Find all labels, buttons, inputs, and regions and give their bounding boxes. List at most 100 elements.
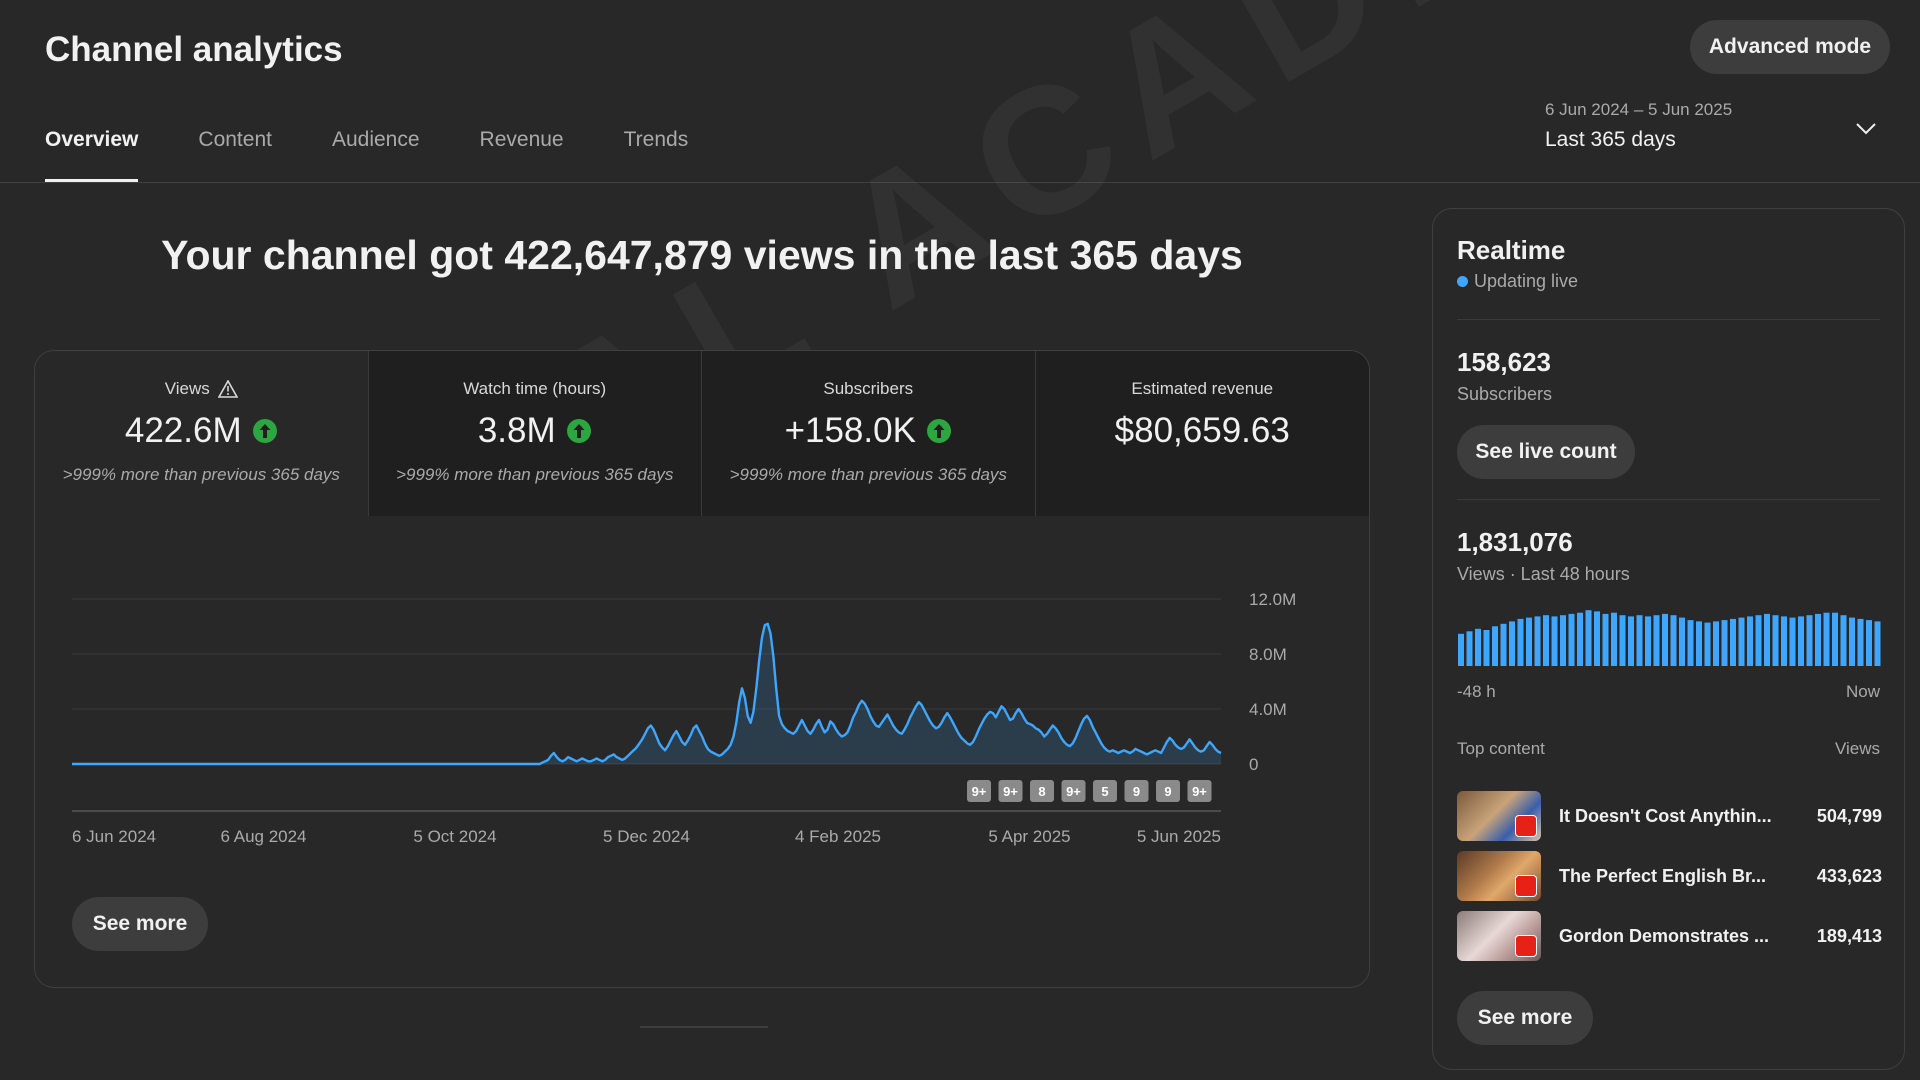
publish-marker-label: 5: [1101, 784, 1108, 799]
y-tick-label: 0: [1249, 755, 1258, 774]
metric-watch-time-value: 3.8M: [477, 411, 556, 450]
realtime-bar: [1619, 615, 1626, 666]
top-content-views: 433,623: [1816, 865, 1882, 886]
x-tick-label: 5 Oct 2024: [413, 827, 496, 846]
metric-watch-time-note: >999% more than previous 365 days: [396, 465, 674, 484]
top-content-item[interactable]: Gordon Demonstrates ... 189,413: [1457, 911, 1882, 961]
realtime-bar: [1798, 616, 1804, 666]
realtime-bar: [1526, 617, 1532, 666]
metric-watch-time[interactable]: Watch time (hours) 3.8M >999% more than …: [368, 351, 702, 516]
publish-marker-label: 9: [1133, 784, 1140, 799]
publish-marker-label: 9+: [1066, 784, 1081, 799]
warning-icon: [217, 380, 238, 398]
y-tick-label: 8.0M: [1249, 645, 1287, 664]
metric-views-note: >999% more than previous 365 days: [62, 465, 340, 484]
realtime-bar: [1781, 616, 1787, 666]
x-tick-label: 4 Feb 2025: [795, 827, 881, 846]
shorts-badge-icon: [1515, 815, 1537, 837]
video-thumbnail: [1457, 791, 1541, 841]
metric-subscribers[interactable]: Subscribers +158.0K >999% more than prev…: [702, 351, 1036, 516]
tab-trends[interactable]: Trends: [623, 128, 689, 151]
publish-marker: [967, 780, 991, 802]
date-range-picker[interactable]: 6 Jun 2024 – 5 Jun 2025 Last 365 days: [1545, 100, 1885, 160]
realtime-subscribers-label: Subscribers: [1457, 384, 1553, 404]
arrow-up-icon: [926, 419, 951, 443]
realtime-bar: [1568, 613, 1575, 666]
realtime-bar: [1585, 610, 1592, 666]
realtime-bar: [1874, 621, 1881, 666]
realtime-bar: [1789, 617, 1796, 666]
overview-card: Views 422.6M >999% more than previous 36…: [34, 350, 1370, 988]
metric-value-row: $80,659.63: [1036, 411, 1370, 451]
realtime-bar-chart[interactable]: [1457, 604, 1882, 666]
realtime-bar: [1551, 616, 1558, 666]
live-indicator: Updating live: [1457, 271, 1578, 292]
publish-marker-label: 9+: [1192, 784, 1207, 799]
top-content-views-label: Views: [1834, 739, 1880, 758]
realtime-bar: [1628, 616, 1634, 666]
see-live-count-button[interactable]: See live count: [1457, 425, 1635, 479]
realtime-bar: [1517, 618, 1524, 666]
advanced-mode-button[interactable]: Advanced mode: [1690, 20, 1890, 74]
realtime-subscribers-value: 158,623: [1457, 347, 1551, 377]
metric-revenue-value: $80,659.63: [1114, 411, 1290, 450]
views-area: [72, 623, 1221, 764]
publish-marker-label: 9+: [972, 784, 987, 799]
metric-tabs: Views 422.6M >999% more than previous 36…: [35, 351, 1369, 516]
metric-value-row: 3.8M: [369, 411, 702, 451]
top-content-title: The Perfect English Br...: [1559, 865, 1767, 886]
tab-revenue[interactable]: Revenue: [479, 128, 564, 151]
metric-watch-time-label: Watch time (hours): [463, 379, 607, 398]
tab-overview[interactable]: Overview: [45, 128, 139, 182]
realtime-bar: [1500, 623, 1507, 666]
realtime-bar: [1696, 621, 1702, 666]
shorts-badge-icon: [1515, 935, 1537, 957]
publish-marker-label: 9: [1164, 784, 1171, 799]
see-more-button[interactable]: See more: [72, 897, 208, 951]
realtime-bar: [1653, 615, 1660, 666]
realtime-bar: [1534, 616, 1541, 666]
arrow-up-icon: [252, 419, 277, 443]
x-tick-label: 6 Jun 2024: [72, 827, 156, 846]
realtime-bar: [1679, 617, 1685, 666]
metric-label: Views: [165, 379, 238, 399]
publish-marker: [1030, 780, 1054, 802]
x-tick-label: 5 Dec 2024: [603, 827, 690, 846]
shorts-badge-icon: [1515, 875, 1537, 897]
top-content-item[interactable]: The Perfect English Br... 433,623: [1457, 851, 1882, 901]
metric-revenue-label: Estimated revenue: [1131, 379, 1274, 398]
realtime-bar: [1475, 628, 1481, 666]
realtime-bar: [1866, 620, 1872, 666]
tab-audience[interactable]: Audience: [331, 128, 420, 151]
realtime-bar: [1747, 616, 1753, 666]
metric-views-value: 422.6M: [124, 411, 242, 450]
realtime-bar: [1832, 612, 1838, 666]
live-dot-icon: [1457, 276, 1468, 287]
realtime-bar: [1857, 618, 1864, 666]
realtime-see-more-button[interactable]: See more: [1457, 991, 1593, 1045]
realtime-bar: [1823, 612, 1830, 666]
realtime-bar: [1687, 620, 1694, 666]
x-tick-label: 6 Aug 2024: [220, 827, 306, 846]
views-chart[interactable]: 12.0M 8.0M 4.0M 0 9+ 9+ 8 9+ 5 9 9 9+ 6 Jun 2024 6 Au…: [35, 516, 1370, 846]
top-content-label: Top content: [1457, 739, 1545, 758]
views-line: [72, 622, 1222, 766]
realtime-bar: [1543, 615, 1549, 666]
top-content-item[interactable]: It Doesn't Cost Anythin... 504,799: [1457, 791, 1882, 841]
tab-content[interactable]: Content: [198, 128, 272, 151]
realtime-bar: [1662, 613, 1668, 666]
publish-marker-label: 8: [1038, 784, 1045, 799]
realtime-bar: [1738, 617, 1745, 666]
realtime-bar: [1611, 612, 1617, 666]
metric-views[interactable]: Views 422.6M >999% more than previous 36…: [35, 351, 369, 516]
y-tick-label: 4.0M: [1249, 700, 1287, 719]
realtime-bar: [1670, 615, 1677, 666]
views-headline: Your channel got 422,647,879 views in th…: [161, 232, 1243, 278]
metric-revenue[interactable]: Estimated revenue $80,659.63: [1035, 351, 1370, 516]
realtime-bar: [1645, 616, 1651, 666]
chevron-down-icon: [1856, 123, 1876, 135]
top-content-title: Gordon Demonstrates ...: [1559, 925, 1770, 946]
tab-divider: [0, 182, 1920, 183]
publish-marker: [1093, 780, 1117, 802]
realtime-bar: [1806, 615, 1813, 666]
